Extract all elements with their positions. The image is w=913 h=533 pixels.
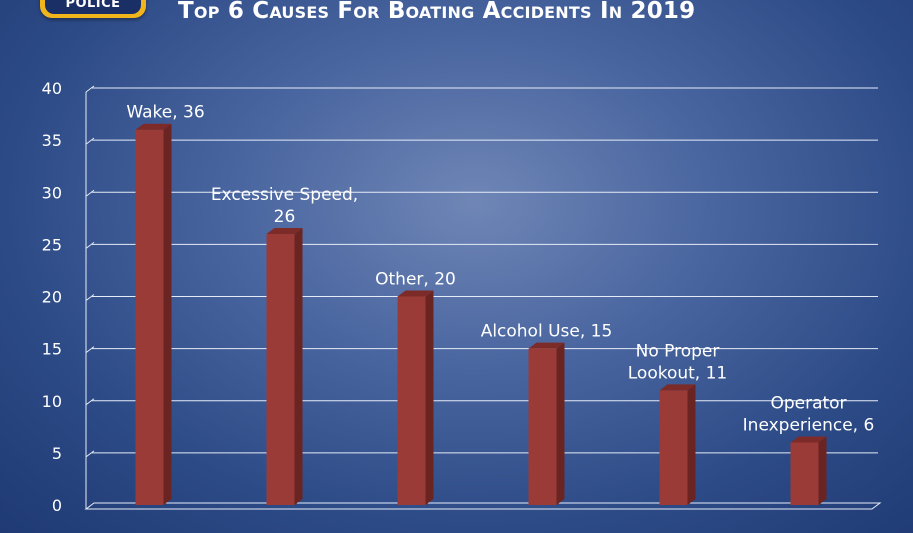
data-label-line: 26: [274, 207, 296, 227]
data-label-2: Excessive Speed, 26: [211, 185, 358, 227]
y-tick-label: 5: [52, 444, 62, 463]
y-tick-label: 25: [42, 235, 62, 254]
bar-side: [425, 290, 434, 505]
gridline-edge: [85, 398, 95, 406]
data-label-5: No Proper Lookout, 11: [628, 341, 728, 383]
bar-4: [528, 342, 565, 505]
bar-side: [163, 123, 172, 505]
bar-side: [294, 227, 303, 505]
bar-side: [556, 342, 565, 505]
bar-front: [790, 442, 819, 505]
gridline-edge: [85, 85, 95, 93]
data-label-line: Other, 20: [375, 270, 456, 290]
data-label-line: Lookout, 11: [628, 363, 728, 383]
bar-front: [659, 390, 688, 505]
bar-3: [397, 290, 434, 505]
bar-front: [528, 348, 557, 505]
chart-floor: [84, 502, 882, 510]
bar-top: [135, 123, 172, 130]
y-tick-label: 35: [42, 131, 62, 150]
y-tick-label: 15: [42, 340, 62, 359]
gridline-edge: [85, 346, 95, 354]
bar-top: [397, 290, 434, 297]
bar-2: [266, 227, 303, 505]
bar-top: [528, 342, 565, 349]
y-tick-label: 40: [42, 79, 62, 98]
y-tick-label: 10: [42, 392, 62, 411]
bar-5: [659, 384, 696, 505]
y-tick-label: 20: [42, 288, 62, 307]
police-badge: POLICE: [40, 0, 146, 18]
data-label-line: Alcohol Use, 15: [481, 322, 613, 342]
bar-front: [135, 129, 164, 505]
data-label-6: Operator Inexperience, 6: [743, 393, 875, 435]
gridline-edge: [85, 241, 95, 249]
gridline-edge: [85, 450, 95, 458]
data-label-line: Inexperience, 6: [743, 415, 875, 435]
data-label-line: Operator: [770, 393, 846, 413]
bar-top: [266, 227, 303, 234]
gridline-edge: [85, 137, 95, 145]
y-tick-label: 0: [52, 496, 62, 515]
data-label-1: Wake, 36: [126, 103, 204, 123]
gridline-edge: [85, 189, 95, 197]
bar-front: [397, 296, 426, 505]
chart-title: Top 6 Causes For Boating Accidents In 20…: [178, 0, 696, 24]
data-label-3: Other, 20: [375, 270, 456, 290]
gridline-edge: [85, 294, 95, 301]
y-tick-label: 30: [42, 183, 62, 202]
bar-6: [790, 436, 827, 505]
data-label-line: Wake, 36: [126, 103, 204, 123]
bar-top: [790, 436, 827, 443]
data-label-line: Excessive Speed,: [211, 185, 358, 205]
bar-1: [135, 123, 172, 505]
data-label-4: Alcohol Use, 15: [481, 322, 613, 342]
bar-side: [818, 436, 827, 505]
bar-top: [659, 384, 696, 391]
bar-side: [687, 384, 696, 505]
data-label-line: No Proper: [636, 341, 720, 361]
bar-front: [266, 233, 295, 505]
police-badge-label: POLICE: [45, 0, 141, 14]
